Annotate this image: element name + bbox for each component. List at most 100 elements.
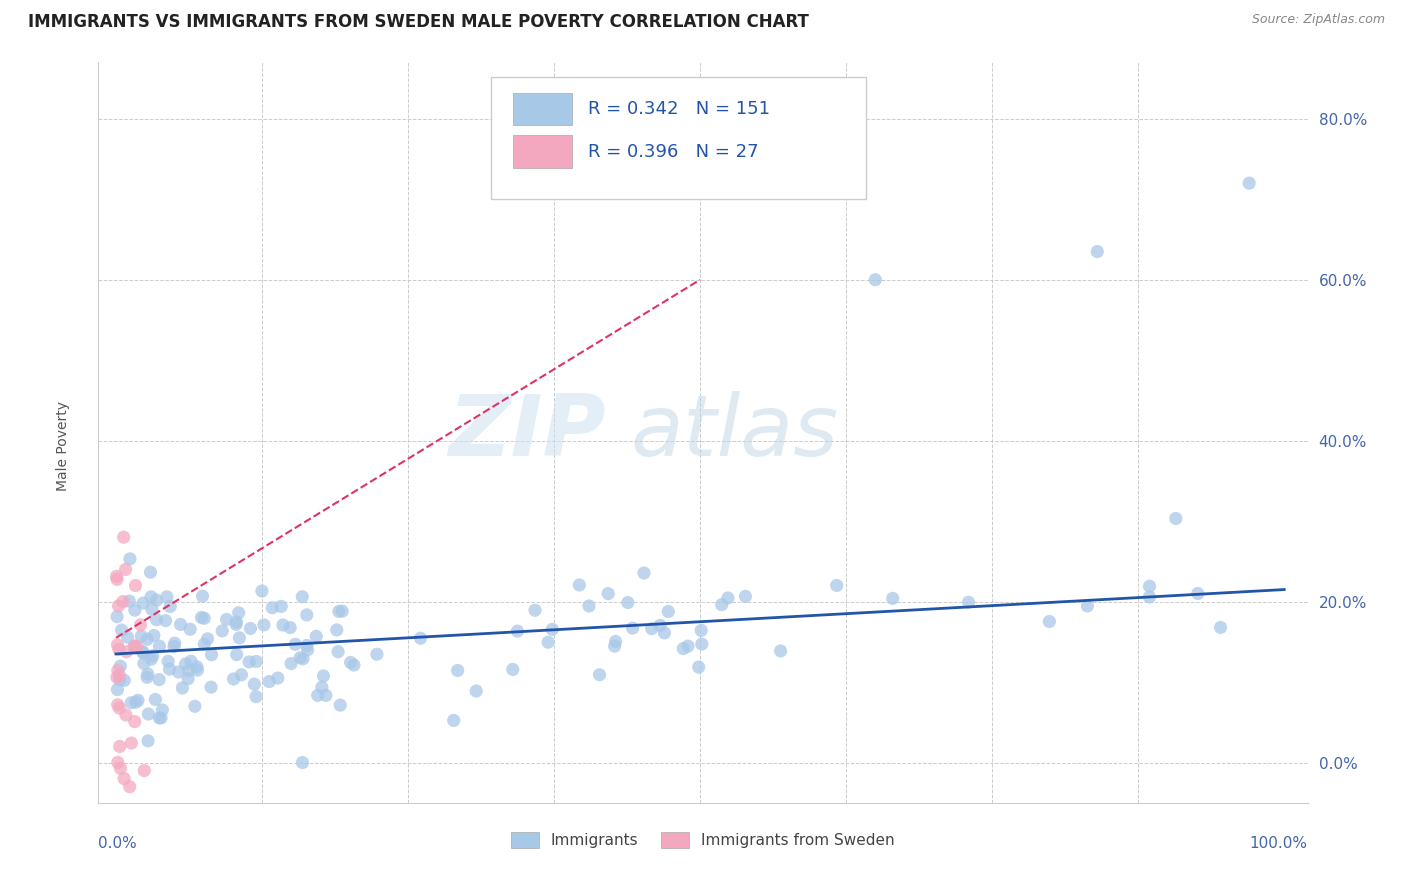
Point xyxy=(132,646,155,660)
Point xyxy=(105,572,128,586)
Point xyxy=(112,772,135,786)
Point xyxy=(312,669,335,683)
Point xyxy=(200,680,222,694)
Point xyxy=(118,594,141,608)
Point xyxy=(243,677,266,691)
Point xyxy=(125,695,148,709)
Point xyxy=(197,632,219,646)
Point xyxy=(190,610,212,624)
Point xyxy=(148,673,170,687)
Point xyxy=(148,639,170,653)
Point xyxy=(145,613,167,627)
Point xyxy=(122,639,145,653)
Point xyxy=(654,625,676,640)
Point xyxy=(676,639,699,653)
Text: R = 0.396   N = 27: R = 0.396 N = 27 xyxy=(588,143,759,161)
Point xyxy=(132,596,155,610)
Point xyxy=(110,761,132,775)
Point xyxy=(117,630,139,644)
Point xyxy=(524,603,547,617)
Point xyxy=(169,617,191,632)
Point xyxy=(326,645,349,659)
Point xyxy=(443,714,465,728)
Point xyxy=(141,652,163,666)
Point xyxy=(288,650,311,665)
Point xyxy=(672,641,695,656)
Point xyxy=(136,734,159,748)
Point xyxy=(502,662,524,676)
Point xyxy=(124,603,146,617)
Point xyxy=(131,629,153,643)
Point xyxy=(134,764,156,778)
FancyBboxPatch shape xyxy=(492,78,866,200)
Point xyxy=(225,648,247,662)
Point xyxy=(108,673,131,687)
Point xyxy=(245,654,267,668)
Point xyxy=(688,660,710,674)
Point xyxy=(1139,590,1161,604)
Point xyxy=(145,593,167,607)
Point xyxy=(284,637,307,651)
Point xyxy=(1237,176,1260,190)
Point xyxy=(270,599,292,614)
Point xyxy=(132,657,155,671)
Point xyxy=(110,623,132,637)
Point xyxy=(145,692,167,706)
Point xyxy=(710,598,733,612)
Legend: Immigrants, Immigrants from Sweden: Immigrants, Immigrants from Sweden xyxy=(505,826,901,855)
Point xyxy=(115,645,138,659)
Point xyxy=(107,664,129,678)
Point xyxy=(114,562,136,576)
Point xyxy=(159,662,181,676)
Point xyxy=(262,600,284,615)
FancyBboxPatch shape xyxy=(513,135,572,168)
Point xyxy=(1085,244,1108,259)
Point xyxy=(112,530,135,544)
Text: Source: ZipAtlas.com: Source: ZipAtlas.com xyxy=(1251,13,1385,27)
Point xyxy=(326,623,349,637)
Point xyxy=(305,630,328,644)
Point xyxy=(228,606,250,620)
Point xyxy=(125,640,148,654)
Point xyxy=(541,623,564,637)
Point xyxy=(366,647,388,661)
Point xyxy=(110,659,132,673)
Point xyxy=(225,617,247,632)
Point xyxy=(605,634,627,648)
Point xyxy=(157,654,180,668)
Point xyxy=(222,672,245,686)
Point xyxy=(124,639,146,653)
Point xyxy=(1076,599,1098,613)
Point xyxy=(167,665,190,679)
Point xyxy=(257,674,280,689)
Text: 100.0%: 100.0% xyxy=(1250,836,1308,851)
Text: Male Poverty: Male Poverty xyxy=(56,401,70,491)
Point xyxy=(115,708,138,723)
Point xyxy=(329,698,352,713)
Point xyxy=(155,614,177,628)
Point xyxy=(225,615,247,629)
Point xyxy=(107,698,129,712)
Point xyxy=(211,624,233,638)
Point xyxy=(690,637,713,651)
Point xyxy=(120,736,142,750)
Point xyxy=(1187,586,1209,600)
Point xyxy=(271,618,294,632)
Point xyxy=(409,631,432,645)
Point xyxy=(253,618,276,632)
Point xyxy=(180,654,202,668)
Point xyxy=(603,639,626,653)
Point xyxy=(291,652,314,666)
Point xyxy=(174,657,197,671)
Point xyxy=(267,671,290,685)
Point xyxy=(124,714,146,729)
Point xyxy=(139,590,162,604)
Point xyxy=(228,631,250,645)
Point xyxy=(537,635,560,649)
Point xyxy=(278,621,301,635)
Point xyxy=(138,706,160,721)
Point xyxy=(108,701,131,715)
Point xyxy=(200,648,222,662)
Point xyxy=(330,604,353,618)
Point xyxy=(172,681,194,695)
